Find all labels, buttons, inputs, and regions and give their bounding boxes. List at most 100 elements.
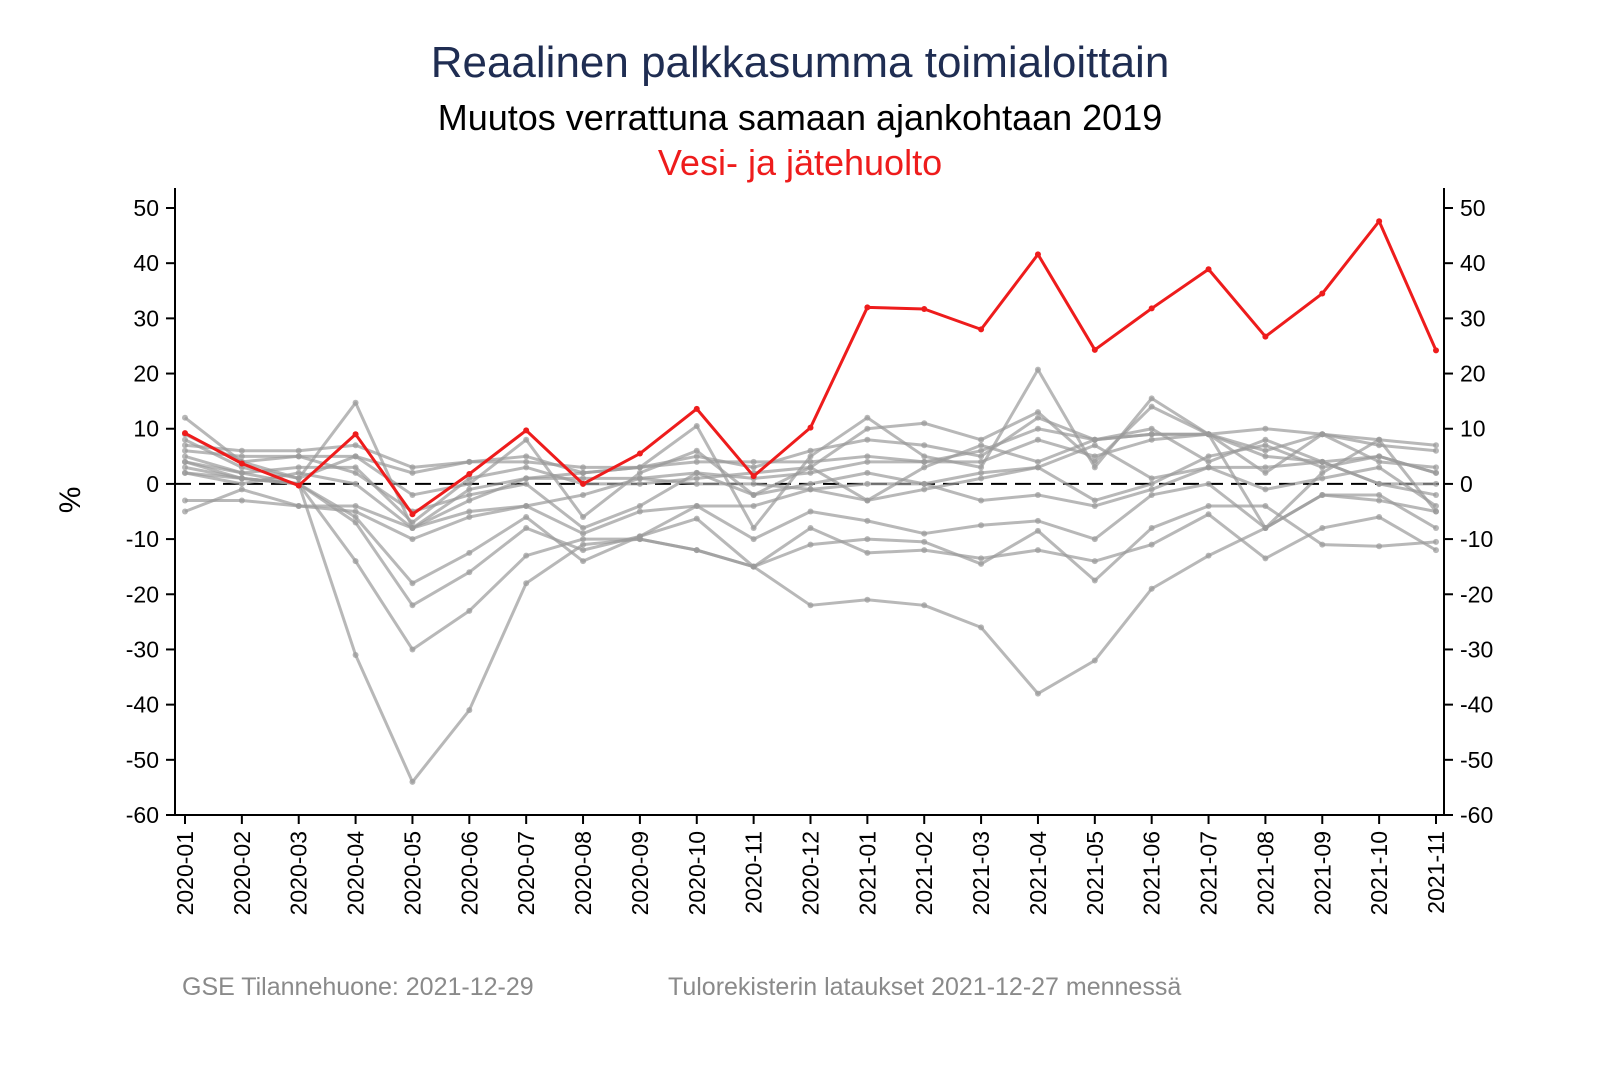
industry-series-point	[750, 464, 757, 471]
industry-series-point	[409, 525, 416, 532]
industry-series-point	[1319, 431, 1326, 438]
industry-series-point	[1433, 447, 1439, 454]
industry-series-point	[466, 707, 473, 714]
industry-series-point	[1091, 577, 1098, 584]
y-tick-label-right: -50	[1460, 747, 1493, 773]
industry-series-point	[1034, 436, 1041, 443]
industry-series-point	[1205, 511, 1212, 518]
industry-series-point	[1034, 366, 1041, 373]
x-tick-label: 2021-08	[1252, 831, 1278, 915]
industry-series-point	[523, 436, 530, 443]
x-tick-label: 2021-04	[1025, 831, 1051, 916]
industry-series-point	[1091, 657, 1098, 664]
industry-series-point	[295, 447, 302, 454]
industry-series-point	[580, 469, 587, 476]
industry-series-point	[864, 436, 871, 443]
industry-series-point	[1376, 497, 1383, 504]
highlight-series-point	[1319, 290, 1326, 297]
industry-series-point	[238, 447, 245, 454]
industry-series-point	[693, 480, 700, 487]
y-tick-label-left: -20	[126, 581, 159, 607]
y-tick-label-left: -40	[126, 692, 159, 718]
industry-series-point	[1091, 464, 1098, 471]
industry-series-point	[352, 651, 359, 658]
industry-series-point	[978, 442, 985, 449]
industry-series-point	[921, 547, 928, 554]
highlight-series-point	[636, 450, 643, 457]
highlight-series-point	[1148, 305, 1155, 312]
industry-series-point	[1433, 547, 1439, 554]
x-tick-label: 2020-06	[456, 831, 482, 915]
highlight-series-point	[864, 304, 871, 311]
y-tick-label-right: -10	[1460, 526, 1493, 552]
industry-series-point	[750, 536, 757, 543]
industry-series-point	[238, 453, 245, 460]
highlight-series-point	[409, 511, 416, 518]
industry-series-point	[978, 469, 985, 476]
industry-series-point	[864, 414, 871, 421]
industry-series-point	[1262, 436, 1269, 443]
x-tick-label: 2021-05	[1082, 831, 1108, 915]
industry-series-point	[1319, 475, 1326, 482]
industry-series-point	[978, 560, 985, 567]
industry-series-point	[295, 469, 302, 476]
x-tick-label: 2020-05	[399, 831, 425, 915]
industry-series-point	[295, 453, 302, 460]
x-tick-label: 2021-09	[1309, 831, 1335, 915]
industry-series-point	[1034, 458, 1041, 465]
x-tick-label: 2020-12	[798, 831, 824, 915]
y-tick-label-left: 0	[146, 471, 159, 497]
industry-series-point	[182, 436, 188, 443]
industry-series-point	[182, 442, 188, 449]
industry-series-point	[1376, 436, 1383, 443]
industry-series-point	[238, 480, 245, 487]
industry-series-point	[1262, 447, 1269, 454]
industry-series-point	[1148, 431, 1155, 438]
industry-series-point	[1091, 442, 1098, 449]
industry-series-point	[921, 538, 928, 545]
industry-series-point	[466, 508, 473, 515]
industry-series-point	[693, 515, 700, 522]
industry-series-point	[807, 458, 814, 465]
industry-series-point	[523, 514, 530, 521]
industry-series-point	[1376, 514, 1383, 521]
industry-series-point	[1034, 464, 1041, 471]
industry-series-point	[978, 464, 985, 471]
industry-series-point	[409, 580, 416, 587]
industry-series-point	[807, 525, 814, 532]
y-tick-label-left: -50	[126, 747, 159, 773]
industry-series-point	[978, 555, 985, 562]
industry-series-point	[978, 497, 985, 504]
industry-series-point	[295, 475, 302, 482]
industry-series-point	[1148, 541, 1155, 548]
industry-series-point	[409, 469, 416, 476]
industry-series-point	[1262, 502, 1269, 509]
industry-series-point	[636, 469, 643, 476]
industry-series-point	[1433, 538, 1439, 545]
industry-series-point	[864, 469, 871, 476]
industry-series-point	[580, 558, 587, 565]
industry-series-point	[1205, 552, 1212, 559]
highlight-series-point	[1433, 347, 1439, 354]
industry-series-point	[523, 464, 530, 471]
industry-series-point	[238, 469, 245, 476]
industry-series-point	[238, 486, 245, 493]
industry-series-point	[864, 425, 871, 432]
industry-series-point	[1433, 491, 1439, 498]
industry-series-point	[409, 602, 416, 609]
industry-series-point	[693, 458, 700, 465]
industry-series-point	[921, 442, 928, 449]
industry-series-point	[1148, 475, 1155, 482]
x-tick-label: 2020-03	[286, 831, 312, 915]
footer-note: Tulorekisterin lataukset 2021-12-27 menn…	[668, 973, 1182, 1001]
industry-series-point	[1034, 425, 1041, 432]
industry-series-point	[352, 442, 359, 449]
industry-series-point	[1205, 502, 1212, 509]
highlight-series-point	[1376, 218, 1383, 225]
industry-series-point	[182, 447, 188, 454]
highlight-series-point	[750, 473, 757, 480]
industry-series-point	[1319, 491, 1326, 498]
y-tick-label-right: -60	[1460, 802, 1493, 828]
industry-series-point	[693, 547, 700, 554]
